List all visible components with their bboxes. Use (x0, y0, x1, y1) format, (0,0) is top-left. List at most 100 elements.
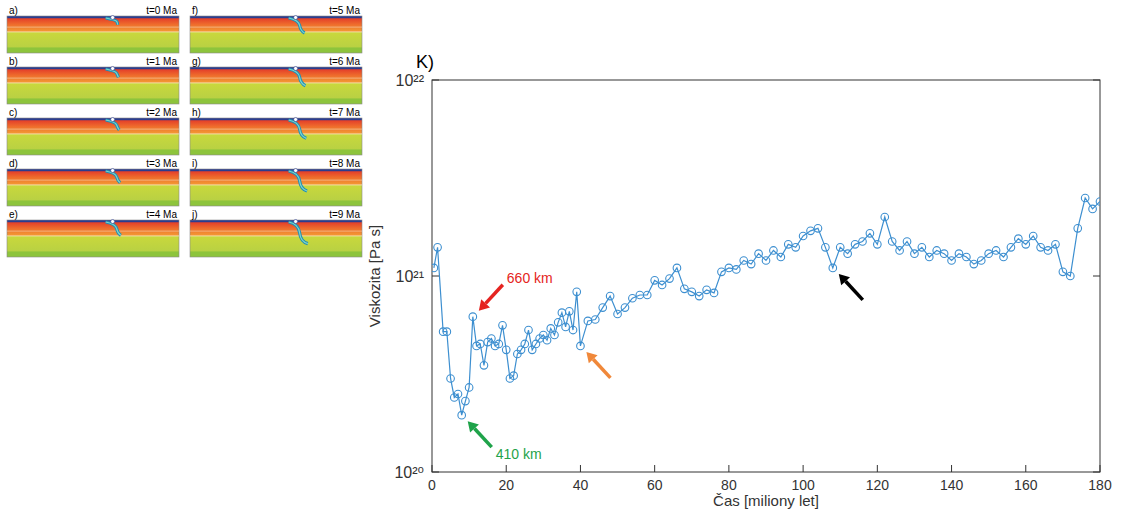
series-marker (725, 264, 733, 272)
snapshot-panel: b)t=1 Ma (7, 56, 179, 104)
x-tick-label: 60 (647, 477, 663, 493)
x-tick-label: 40 (573, 477, 589, 493)
snapshot-image (7, 118, 179, 155)
series-marker (733, 266, 741, 274)
x-tick-label: 20 (498, 477, 514, 493)
x-tick-label: 120 (866, 477, 890, 493)
series-marker (784, 241, 792, 249)
panel-letter: f) (192, 5, 198, 16)
series-marker (888, 238, 896, 246)
panel-time: t=8 Ma (329, 158, 360, 169)
series-marker (710, 289, 718, 297)
x-tick (877, 465, 878, 472)
panel-time: t=5 Ma (329, 5, 360, 16)
x-tick (1025, 465, 1026, 472)
series-marker (814, 225, 822, 233)
snapshot-boundary (7, 31, 179, 32)
panel-time: t=4 Ma (146, 209, 177, 220)
snapshot-image (7, 169, 179, 206)
x-tick (803, 465, 804, 472)
panel-time: t=1 Ma (146, 56, 177, 67)
series-marker (476, 340, 484, 348)
snapshot-boundary (190, 27, 362, 28)
snapshot-boundary (7, 78, 179, 79)
snapshot-panel: f) t=5 Ma (190, 5, 362, 53)
panel-letter: h) (192, 107, 201, 118)
panel-letter: e) (9, 209, 18, 220)
snapshot-panel: a)t=0 Ma (7, 5, 179, 53)
slab (289, 18, 305, 33)
series-marker (443, 328, 451, 336)
x-tick (728, 465, 729, 472)
annotation-text: 410 km (496, 446, 542, 462)
series-marker (925, 253, 933, 261)
series-marker (434, 244, 442, 252)
slab-core (289, 171, 307, 191)
panel-time: t=9 Ma (329, 209, 360, 220)
y-tick-label: 10²⁰ (394, 464, 424, 481)
series-marker (558, 309, 566, 317)
series-marker (985, 250, 993, 258)
annotation-text: 660 km (507, 270, 553, 286)
series-marker (777, 253, 785, 261)
snapshot-panel: e) t=4 Ma (7, 209, 179, 257)
series-marker (591, 316, 599, 324)
slab-core (106, 222, 121, 235)
series-marker (1022, 241, 1030, 249)
annotation-arrowhead (839, 274, 850, 285)
series-marker (933, 247, 941, 255)
series-marker (1015, 235, 1023, 243)
series-marker (636, 291, 644, 299)
x-tick (432, 465, 433, 472)
snapshot-panel: j)t=9 Ma (190, 209, 362, 257)
series-marker (896, 247, 904, 255)
y-tick (1093, 472, 1100, 473)
series-marker (881, 213, 889, 221)
series-marker (792, 244, 800, 252)
series-marker (822, 244, 830, 252)
series-marker (599, 304, 607, 312)
annotation-arrow (474, 429, 491, 448)
plot-marks (432, 194, 1100, 419)
series-marker (770, 247, 778, 255)
x-tick (580, 465, 581, 472)
series-marker (562, 323, 570, 331)
series-marker (614, 310, 622, 318)
snapshot-image (7, 220, 179, 257)
trench (294, 118, 298, 122)
x-tick-label: 100 (791, 477, 815, 493)
series-marker (462, 397, 470, 405)
series-marker (543, 336, 551, 344)
trench (111, 220, 115, 224)
series-marker (566, 308, 574, 316)
series-marker (747, 260, 755, 268)
snapshot-boundary (7, 129, 179, 130)
snapshot-image (190, 118, 362, 155)
snapshot-boundary (190, 133, 362, 134)
snapshot-image (190, 67, 362, 104)
series-marker (755, 250, 763, 258)
snapshot-boundary (7, 27, 179, 28)
series-marker (866, 230, 874, 238)
snapshot-boundary (190, 78, 362, 79)
series-marker (1052, 241, 1060, 249)
series-marker (688, 288, 696, 296)
series-marker (454, 390, 462, 398)
series-marker (525, 326, 533, 334)
x-tick-label: 140 (940, 477, 964, 493)
series-marker (629, 294, 637, 302)
snapshot-boundary (190, 129, 362, 130)
snapshot-panel: h)t=7 Ma (190, 107, 362, 155)
slab (289, 120, 307, 138)
trench (111, 16, 115, 20)
snapshot-panel: d)t=3 Ma (7, 158, 179, 206)
y-tick (1093, 80, 1100, 81)
annotation-arrowhead (479, 299, 490, 310)
x-tick-label: 80 (721, 477, 737, 493)
series-marker (480, 362, 488, 370)
y-tick-label: 10²² (396, 72, 425, 89)
series-marker (740, 257, 748, 265)
series-marker (1007, 244, 1015, 252)
annotation-arrow (846, 281, 863, 300)
snapshot-boundary (190, 231, 362, 232)
